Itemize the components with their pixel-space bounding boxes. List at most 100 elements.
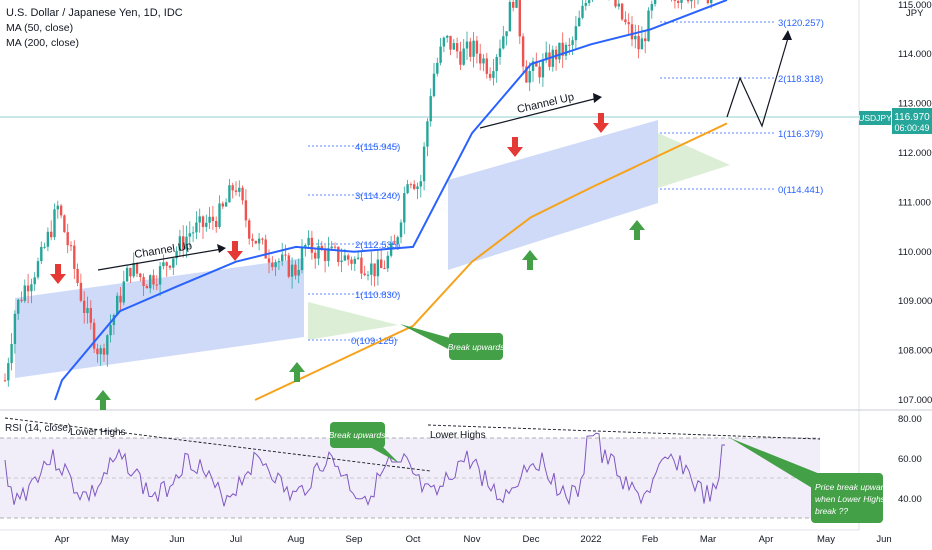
price-tick: 107.000 [898,395,932,406]
candle-body [139,273,142,278]
right-callout-line2: when Lower Highs [815,494,886,504]
candle-body [106,335,109,355]
candle-body [135,262,139,274]
candle-body [386,255,389,269]
candle-body [264,239,267,259]
candle-body [512,1,515,8]
candle-body [26,285,30,292]
ma200-line [254,122,728,401]
right-callout-line1: Price break upwards [815,482,893,492]
candle-body [215,221,218,228]
chart-legend: U.S. Dollar / Japanese Yen, 1D, IDC MA (… [6,6,183,51]
candle-body [432,73,436,97]
candle-body [330,246,333,249]
candle-body [710,0,713,4]
candle-body [248,220,251,239]
candle-body [277,261,281,263]
candle-body [393,243,396,245]
rsi-tick-60: 60.00 [898,454,922,465]
candle-body [584,3,587,6]
fib-label-m4: 4(115.945) [355,142,400,153]
candle-body [706,0,710,4]
candle-body [13,313,17,344]
candle-body [541,60,545,78]
rsi-break-callout-box [330,422,385,448]
candle-body [419,181,422,187]
candle-body [165,262,168,266]
candle-body [10,343,13,364]
lower-highs-2-line [427,424,821,440]
rsi-tick-80: 80.00 [898,414,922,425]
candle-body [152,275,155,285]
candle-body [63,215,66,233]
candle-body [571,40,574,45]
candle-body [50,231,53,238]
candle-body [396,237,399,244]
candle-body [274,262,277,268]
candle-body [208,216,211,223]
candle-body [399,222,403,238]
candle-body [238,187,241,192]
candle-body [30,284,33,292]
candle-body [521,36,525,67]
price-tick: 112.000 [898,148,932,159]
candle-body [281,254,284,262]
candle-body [182,236,185,250]
candle-body [314,252,317,259]
candle-body [508,1,512,32]
candle-body [241,187,244,201]
candle-body [96,348,99,355]
candle-body [86,308,89,314]
candle-body [677,0,680,3]
time-label: Sep [346,534,363,545]
candle-body [376,259,380,277]
candle-body [650,4,653,11]
rsi-break-callout-text: Break upwards [329,430,386,440]
candle-body [7,363,10,381]
candle-body [149,275,152,289]
triangle-1 [308,302,398,340]
candle-body [340,260,343,263]
candle-body [472,40,475,57]
candle-body [76,268,79,283]
price-tick: 108.000 [898,346,932,357]
channel-up-2-arrowhead [593,93,602,103]
candle-body [409,184,413,186]
candle-body [436,62,439,74]
candle-body [429,96,432,122]
candle-body [531,61,535,71]
break-callout-text: Break upwards [448,342,505,352]
candle-body [568,44,571,46]
candle-body [545,52,548,61]
candle-body [188,233,191,237]
candle-body [502,36,505,49]
candle-body [426,121,429,147]
symbol-title: U.S. Dollar / Japanese Yen, 1D, IDC [6,7,183,19]
projection-path [726,37,789,128]
candle-body [300,247,304,270]
candle-body [462,48,465,65]
fib-right [660,21,775,190]
candle-body [528,70,531,83]
candle-body [360,257,363,274]
candle-body [244,200,248,221]
candle-body [304,245,307,248]
fib-label-r2: 2(118.318) [778,74,823,85]
candle-body [581,5,584,18]
candle-body [343,255,347,261]
candle-body [459,51,462,65]
candle-body [185,236,188,250]
candle-body [422,146,426,182]
ticker-badge [859,111,891,125]
candle-body [40,246,43,262]
candle-body [465,41,469,49]
candle-body [551,49,554,67]
candle-body [439,46,442,63]
candle-body [690,0,693,2]
candle-body [634,35,637,40]
candle-body [323,249,327,262]
candle-body [554,49,558,60]
candle-body [624,19,627,23]
lower-highs-1-line [4,417,431,472]
